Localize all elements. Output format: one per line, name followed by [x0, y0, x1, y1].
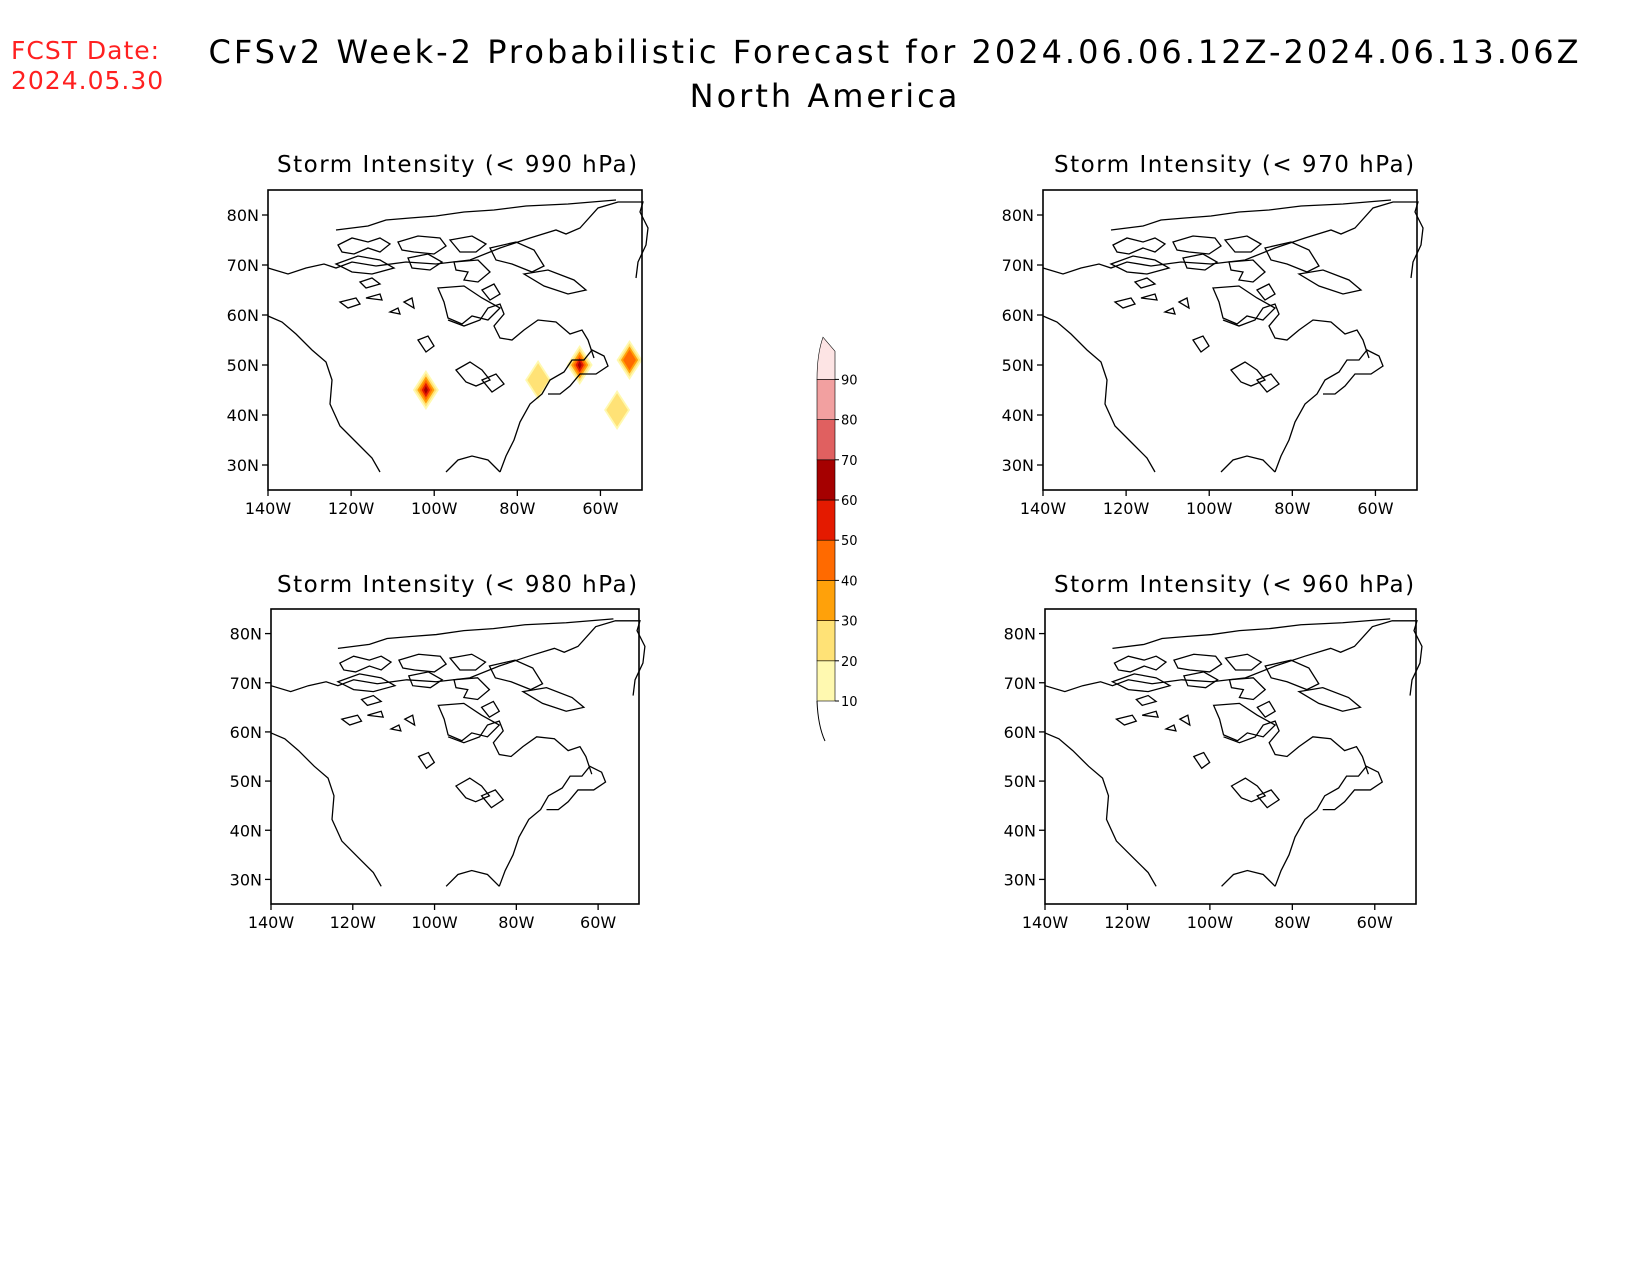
coastline: [1044, 618, 1423, 887]
lon-tick-label: 120W: [1104, 913, 1151, 932]
colorbar-tail: [816, 700, 826, 742]
lat-tick-label: 80N: [1002, 206, 1034, 225]
lon-tick-label: 120W: [328, 499, 375, 518]
colorbar-segment: [816, 580, 836, 621]
coastline: [267, 199, 649, 473]
lon-tick-label: 80W: [1274, 499, 1310, 518]
lat-tick-label: 40N: [230, 821, 262, 840]
lon-tick-label: 140W: [248, 913, 295, 932]
page-subtitle: North America: [689, 77, 961, 115]
probability-contour: [577, 361, 582, 369]
lat-tick-label: 70N: [227, 256, 259, 275]
panel-title-970: Storm Intensity (< 970 hPa): [1054, 152, 1416, 178]
colorbar-label: 20: [841, 655, 858, 670]
panel-title-960: Storm Intensity (< 960 hPa): [1054, 572, 1416, 598]
lon-tick-label: 60W: [580, 913, 616, 932]
lon-tick-label: 60W: [582, 499, 618, 518]
colorbar-segment: [816, 539, 836, 581]
colorbar-label: 10: [841, 695, 858, 710]
page-title: CFSv2 Week-2 Probabilistic Forecast for …: [208, 33, 1582, 71]
colorbar-segment: [816, 660, 836, 702]
lat-tick-label: 70N: [1002, 256, 1034, 275]
colorbar-segment: [816, 336, 836, 380]
lon-tick-label: 140W: [1022, 913, 1069, 932]
lat-tick-label: 60N: [1004, 723, 1036, 742]
lon-tick-label: 140W: [245, 499, 292, 518]
colorbar-segment: [816, 620, 836, 662]
forecast-date-value: 2024.05.30: [11, 66, 165, 95]
lat-tick-label: 40N: [1002, 406, 1034, 425]
colorbar-label: 90: [841, 373, 858, 388]
map-frame: [270, 608, 640, 905]
colorbar-label: 70: [841, 454, 858, 469]
lon-tick-label: 80W: [499, 499, 535, 518]
probability-contour: [527, 363, 549, 397]
map-frame: [1042, 189, 1418, 491]
colorbar-label: 60: [841, 494, 858, 509]
lat-tick-label: 60N: [227, 306, 259, 325]
lon-tick-label: 80W: [1274, 913, 1310, 932]
probability-feature-1: [412, 370, 439, 410]
colorbar-segment: [816, 499, 836, 541]
map-panel-p970: 80N 70N 60N 50N 40N 30N 140W 120W 100W 80W 60W: [1002, 189, 1424, 518]
lon-tick-label: 60W: [1357, 499, 1393, 518]
panel-title-980: Storm Intensity (< 980 hPa): [277, 572, 639, 598]
lat-tick-label: 40N: [227, 406, 259, 425]
probability-contour: [623, 349, 636, 371]
panel-title-990: Storm Intensity (< 990 hPa): [277, 152, 639, 178]
lat-tick-label: 50N: [1002, 356, 1034, 375]
colorbar-label: 30: [841, 615, 858, 630]
lat-tick-label: 50N: [230, 772, 262, 791]
colorbar-segment: [816, 379, 836, 420]
colorbar-label: 40: [841, 574, 858, 589]
lat-tick-label: 60N: [1002, 306, 1034, 325]
lon-tick-label: 100W: [411, 499, 458, 518]
lon-tick-label: 100W: [1186, 499, 1233, 518]
map-frame: [267, 189, 643, 491]
lat-tick-label: 80N: [230, 625, 262, 644]
probability-feature-3: [566, 345, 593, 385]
lon-tick-label: 100W: [1187, 913, 1234, 932]
coastline: [270, 618, 646, 887]
colorbar-label: 80: [841, 414, 858, 429]
lon-tick-label: 140W: [1020, 499, 1067, 518]
map-panel-p960: 80N 70N 60N 50N 40N 30N 140W 120W 100W 80W 60W: [1004, 608, 1423, 932]
map-panel-p990: 80N 70N 60N 50N 40N 30N 140W 120W 100W 80W 60W: [227, 189, 649, 518]
coastline: [1042, 199, 1424, 473]
lat-tick-label: 50N: [1004, 772, 1036, 791]
lon-tick-label: 120W: [1103, 499, 1150, 518]
lat-tick-label: 30N: [227, 456, 259, 475]
colorbar-segment: [816, 459, 836, 501]
lat-tick-label: 70N: [230, 674, 262, 693]
probability-contour: [423, 386, 428, 394]
lon-tick-label: 80W: [498, 913, 534, 932]
lon-tick-label: 100W: [411, 913, 458, 932]
lat-tick-label: 40N: [1004, 821, 1036, 840]
map-frame: [1044, 608, 1417, 905]
lat-tick-label: 50N: [227, 356, 259, 375]
lat-tick-label: 80N: [227, 206, 259, 225]
probability-feature-2: [525, 360, 552, 400]
map-panel-p980: 80N 70N 60N 50N 40N 30N 140W 120W 100W 80W 60W: [230, 608, 646, 932]
probability-feature-4: [616, 340, 643, 380]
colorbar: 10 20 30 40 50 60 70 80 90: [816, 336, 858, 742]
colorbar-segment: [816, 419, 836, 461]
colorbar-label: 50: [841, 534, 858, 549]
lat-tick-label: 80N: [1004, 625, 1036, 644]
lat-tick-label: 30N: [1004, 870, 1036, 889]
probability-contour: [606, 393, 628, 427]
lat-tick-label: 30N: [230, 870, 262, 889]
lat-tick-label: 30N: [1002, 456, 1034, 475]
lat-tick-label: 70N: [1004, 674, 1036, 693]
lon-tick-label: 120W: [330, 913, 377, 932]
lat-tick-label: 60N: [230, 723, 262, 742]
forecast-date-label: FCST Date:: [11, 36, 161, 65]
probability-feature-5: [604, 390, 631, 430]
lon-tick-label: 60W: [1357, 913, 1393, 932]
